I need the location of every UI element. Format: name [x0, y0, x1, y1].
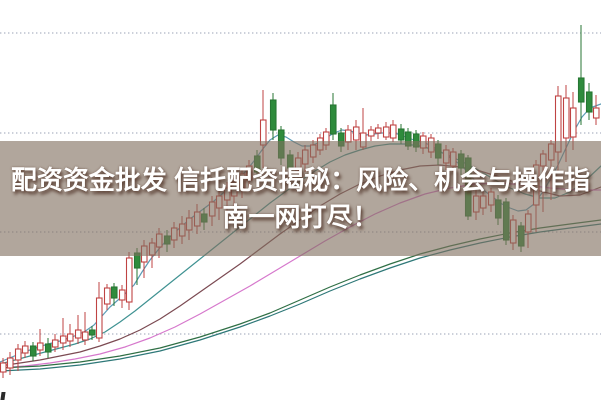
candle-up	[36, 342, 44, 351]
candle-down	[88, 329, 96, 336]
candle-up	[125, 257, 133, 303]
candle-up	[367, 129, 375, 137]
candle-up	[569, 107, 577, 138]
candle-up	[103, 287, 111, 305]
candle-down	[329, 104, 337, 135]
candle-up	[14, 348, 22, 361]
candle-down	[44, 343, 52, 353]
candle-up	[352, 126, 360, 141]
candle-up	[95, 297, 103, 339]
candle-up	[0, 362, 7, 373]
candle-up	[81, 331, 89, 341]
candle-up	[74, 329, 82, 339]
candle-up	[118, 289, 126, 301]
candle-up	[562, 97, 570, 139]
candle-up	[66, 333, 74, 342]
headline-line-1: 配资资金批发 信托配资揭秘：风险、机会与操作指	[10, 164, 591, 195]
headline-line-2: 南一网打尽！	[222, 202, 379, 232]
headline-band: 配资资金批发 信托配资揭秘：风险、机会与操作指 南一网打尽！	[0, 141, 601, 256]
candle-up	[59, 335, 67, 344]
candle-up	[389, 124, 397, 139]
candle-up	[51, 339, 59, 348]
candle-up	[592, 107, 600, 119]
candle-up	[21, 345, 29, 354]
candle-down	[577, 77, 585, 103]
candle-down	[29, 345, 37, 357]
candle-down	[585, 91, 593, 113]
candle-down	[397, 128, 405, 141]
candle-down	[269, 99, 277, 131]
candle-up	[374, 127, 382, 134]
candle-up	[6, 357, 14, 369]
candle-down	[110, 286, 118, 299]
candle-up	[382, 126, 390, 138]
